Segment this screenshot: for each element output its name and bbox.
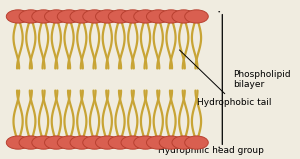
Circle shape <box>57 10 81 23</box>
Circle shape <box>108 10 132 23</box>
Circle shape <box>32 136 56 149</box>
Circle shape <box>6 136 30 149</box>
Circle shape <box>185 136 208 149</box>
Circle shape <box>108 136 132 149</box>
Circle shape <box>185 10 208 23</box>
Circle shape <box>146 10 170 23</box>
Circle shape <box>44 10 68 23</box>
Circle shape <box>95 10 119 23</box>
Circle shape <box>134 10 157 23</box>
Circle shape <box>19 10 43 23</box>
Circle shape <box>159 10 183 23</box>
Circle shape <box>172 136 196 149</box>
Circle shape <box>19 136 43 149</box>
Circle shape <box>70 136 94 149</box>
Text: Phospholipid
bilayer: Phospholipid bilayer <box>233 70 291 89</box>
Circle shape <box>172 10 196 23</box>
Circle shape <box>44 136 68 149</box>
Circle shape <box>121 136 145 149</box>
Circle shape <box>121 10 145 23</box>
Text: Hydrophobic tail: Hydrophobic tail <box>179 50 272 107</box>
Circle shape <box>6 10 30 23</box>
Circle shape <box>159 136 183 149</box>
Circle shape <box>32 10 56 23</box>
Circle shape <box>70 10 94 23</box>
Text: Hydrophilic head group: Hydrophilic head group <box>158 143 264 155</box>
Circle shape <box>95 136 119 149</box>
Circle shape <box>83 10 106 23</box>
Circle shape <box>134 136 157 149</box>
Circle shape <box>146 136 170 149</box>
Circle shape <box>57 136 81 149</box>
Circle shape <box>83 136 106 149</box>
